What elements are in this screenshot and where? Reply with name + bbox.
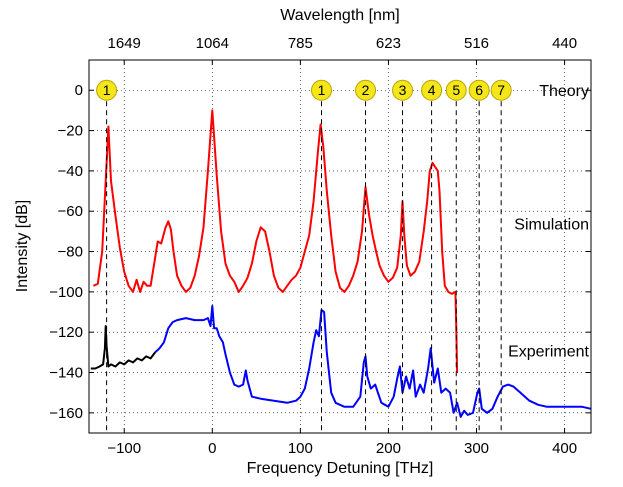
theory-marker-label: 1: [103, 82, 111, 98]
top-tick-label: 623: [376, 35, 401, 52]
ticks: [89, 60, 591, 433]
top-tick-label: 516: [464, 35, 489, 52]
theory-marker-label: 4: [428, 82, 436, 98]
y-tick-label: −40: [58, 163, 83, 180]
theory-marker-label: 1: [318, 82, 326, 98]
top-tick-label: 440: [552, 35, 577, 52]
annotation-label: Simulation: [514, 216, 589, 233]
theory-marker: [468, 79, 490, 101]
y-tick-label: −80: [58, 244, 83, 261]
series-line-0: [92, 109, 459, 373]
theory-marker: [445, 79, 467, 101]
annotation-label: Experiment: [508, 343, 589, 360]
plot-background: [89, 60, 591, 433]
top-tick-label: 1064: [196, 35, 229, 52]
plot-frame: [88, 59, 592, 434]
theory-marker: [421, 79, 443, 101]
y-tick-label: −100: [49, 284, 83, 301]
x-tick-label: 200: [376, 440, 401, 457]
y-axis-label: Intensity [dB]: [14, 200, 31, 293]
x-tick-label: 100: [288, 440, 313, 457]
annotations: Theory Simulation Experiment: [508, 83, 589, 360]
series-line-1: [90, 325, 156, 370]
annotation-label: Theory: [539, 83, 589, 100]
theory-marker-label: 6: [475, 82, 483, 98]
x-tick-label: −100: [107, 440, 141, 457]
theory-marker: [96, 79, 118, 101]
x-axis-label: Frequency Detuning [THz]: [247, 460, 434, 477]
x-tick-label: 400: [552, 440, 577, 457]
theory-marker: [311, 79, 333, 101]
series-group: [90, 109, 592, 418]
y-tick-label: 0: [75, 82, 83, 99]
theory-marker-label: 5: [452, 82, 460, 98]
series-line-2: [154, 305, 592, 418]
top-tick-label: 1649: [108, 35, 141, 52]
theory-marker: [392, 79, 414, 101]
y-tick-label: −140: [49, 365, 83, 382]
theory-marker-label: 7: [497, 82, 505, 98]
theory-marker: [490, 79, 512, 101]
theory-marker-label: 2: [362, 82, 370, 98]
x-tick-label: 0: [208, 440, 216, 457]
theory-marker-label: 3: [399, 82, 407, 98]
top-axis-label: Wavelength [nm]: [280, 7, 399, 24]
top-tick-label: 785: [288, 35, 313, 52]
y-tick-label: −60: [58, 203, 83, 220]
y-tick-label: −20: [58, 123, 83, 140]
y-tick-label: −120: [49, 324, 83, 341]
theory-marker: [355, 79, 377, 101]
y-tick-label: −160: [49, 405, 83, 422]
x-tick-label: 300: [464, 440, 489, 457]
